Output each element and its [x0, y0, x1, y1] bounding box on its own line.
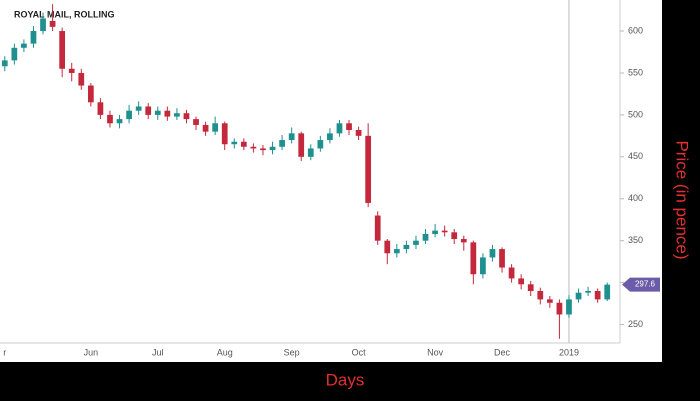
candle-body — [107, 114, 113, 124]
candle-body — [594, 291, 601, 300]
x-tick-label: 2019 — [559, 347, 579, 357]
candle-body — [260, 148, 266, 151]
candle-body — [508, 267, 515, 279]
x-tick-label: Dec — [494, 347, 511, 357]
candle-body — [470, 242, 477, 275]
candle-body — [327, 133, 333, 141]
candle-body — [1, 60, 8, 67]
candle-body — [183, 113, 190, 120]
candle-body — [116, 119, 123, 124]
candle-body — [585, 291, 591, 293]
price-tag-shape — [622, 277, 660, 292]
y-axis-title: Price (in pence) — [673, 140, 692, 259]
candle-body — [566, 299, 572, 315]
x-axis-title: Days — [326, 370, 365, 389]
candle-body — [518, 278, 525, 285]
candle-body — [97, 102, 104, 115]
candle-body — [11, 47, 18, 61]
candle-body — [336, 123, 343, 134]
candle-body — [537, 291, 544, 300]
candle-body — [604, 284, 611, 300]
price-tag: 297.6 — [635, 280, 656, 289]
y-tick-label: 350 — [628, 235, 643, 245]
candle-body — [489, 249, 496, 258]
candle-body — [164, 110, 171, 117]
x-tick-label: Nov — [427, 347, 444, 357]
candle-body — [384, 240, 391, 254]
candle-body — [403, 244, 410, 250]
x-tick-label: Jun — [84, 347, 99, 357]
candle-body — [68, 68, 75, 73]
candle-body — [413, 240, 419, 245]
y-tick-label: 500 — [628, 109, 643, 119]
candle-body — [145, 106, 152, 115]
candle-body — [78, 72, 85, 86]
candle-body — [40, 18, 46, 32]
candle-body — [269, 146, 276, 151]
candle-body — [135, 106, 142, 111]
y-tick-label: 600 — [628, 25, 643, 35]
candle-body — [49, 20, 56, 27]
candle-body — [346, 123, 352, 130]
y-tick-label: 250 — [628, 319, 643, 329]
candle-body — [288, 133, 295, 141]
x-tick-label: Sep — [284, 347, 300, 357]
x-tick-label: Aug — [217, 347, 233, 357]
candle-body — [126, 110, 132, 120]
x-tick-label: Oct — [352, 347, 367, 357]
candle-body — [154, 110, 161, 115]
candle-body — [221, 123, 228, 145]
candle-body — [556, 302, 563, 315]
x-tick-label: Jul — [152, 347, 164, 357]
x-tick-label: r — [3, 347, 6, 357]
candle-body — [307, 148, 314, 157]
candle-body — [231, 141, 238, 145]
candle-body — [365, 135, 372, 203]
y-tick-label: 400 — [628, 193, 643, 203]
candle-body — [30, 31, 37, 44]
candle-body — [317, 140, 324, 149]
candle-body — [527, 284, 534, 292]
candle-body — [374, 215, 381, 241]
candle-body — [279, 140, 285, 147]
candle-body — [441, 230, 448, 233]
candle-body — [480, 257, 486, 275]
candle-body — [460, 239, 467, 243]
candle-body — [87, 85, 94, 103]
candle-body — [202, 124, 209, 132]
y-tick-label: 450 — [628, 151, 643, 161]
candle-body — [575, 292, 582, 300]
candle-body — [422, 233, 429, 241]
candle-body — [451, 232, 458, 240]
chart-background — [0, 0, 662, 362]
candle-body — [432, 230, 438, 234]
y-tick-label: 550 — [628, 67, 643, 77]
candle-body — [193, 119, 199, 125]
candle-body — [21, 43, 27, 48]
candle-body — [174, 113, 180, 117]
chart-title: ROYAL MAIL, ROLLING — [14, 9, 115, 19]
candle-body — [546, 299, 553, 303]
candle-body — [240, 141, 247, 147]
candle-body — [499, 249, 505, 268]
candle-body — [355, 129, 362, 136]
candle-body — [393, 249, 400, 254]
candle-body — [298, 133, 305, 157]
candle-body — [212, 123, 219, 132]
candle-body — [59, 31, 66, 69]
candle-body — [250, 146, 257, 149]
